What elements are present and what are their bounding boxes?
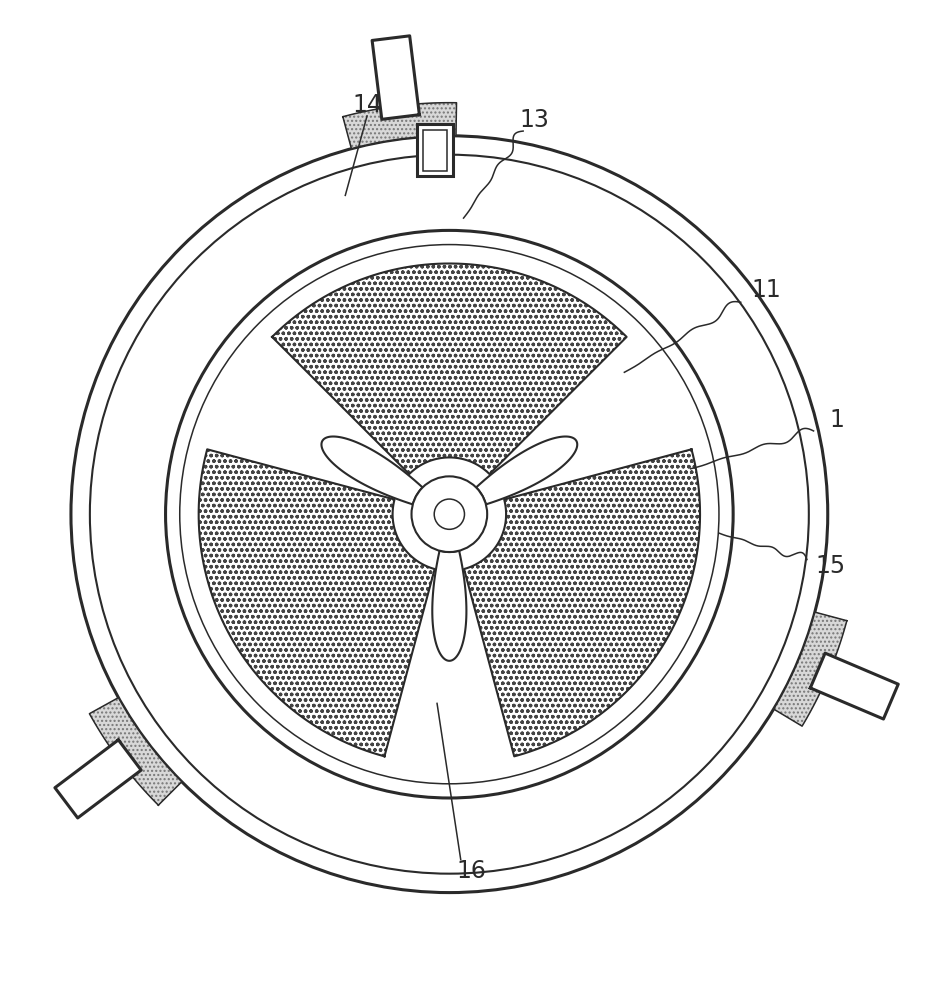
Polygon shape xyxy=(90,698,182,805)
Circle shape xyxy=(90,155,809,874)
Polygon shape xyxy=(322,437,423,504)
Polygon shape xyxy=(464,449,700,756)
Text: 14: 14 xyxy=(352,93,382,117)
Circle shape xyxy=(434,499,464,529)
Polygon shape xyxy=(342,103,457,149)
Text: 1: 1 xyxy=(830,408,845,432)
Polygon shape xyxy=(432,551,466,661)
Polygon shape xyxy=(372,36,419,119)
Text: 16: 16 xyxy=(456,859,486,883)
FancyBboxPatch shape xyxy=(417,124,453,176)
FancyBboxPatch shape xyxy=(423,130,447,171)
Text: 15: 15 xyxy=(815,554,846,578)
Polygon shape xyxy=(774,612,847,726)
Circle shape xyxy=(412,476,487,552)
Circle shape xyxy=(71,136,828,893)
Circle shape xyxy=(180,245,719,784)
Polygon shape xyxy=(199,449,434,756)
Polygon shape xyxy=(272,264,626,474)
Circle shape xyxy=(166,230,733,798)
Polygon shape xyxy=(811,653,899,719)
Polygon shape xyxy=(55,740,141,818)
Polygon shape xyxy=(476,437,577,504)
Text: 13: 13 xyxy=(519,108,550,132)
Text: 11: 11 xyxy=(751,278,781,302)
